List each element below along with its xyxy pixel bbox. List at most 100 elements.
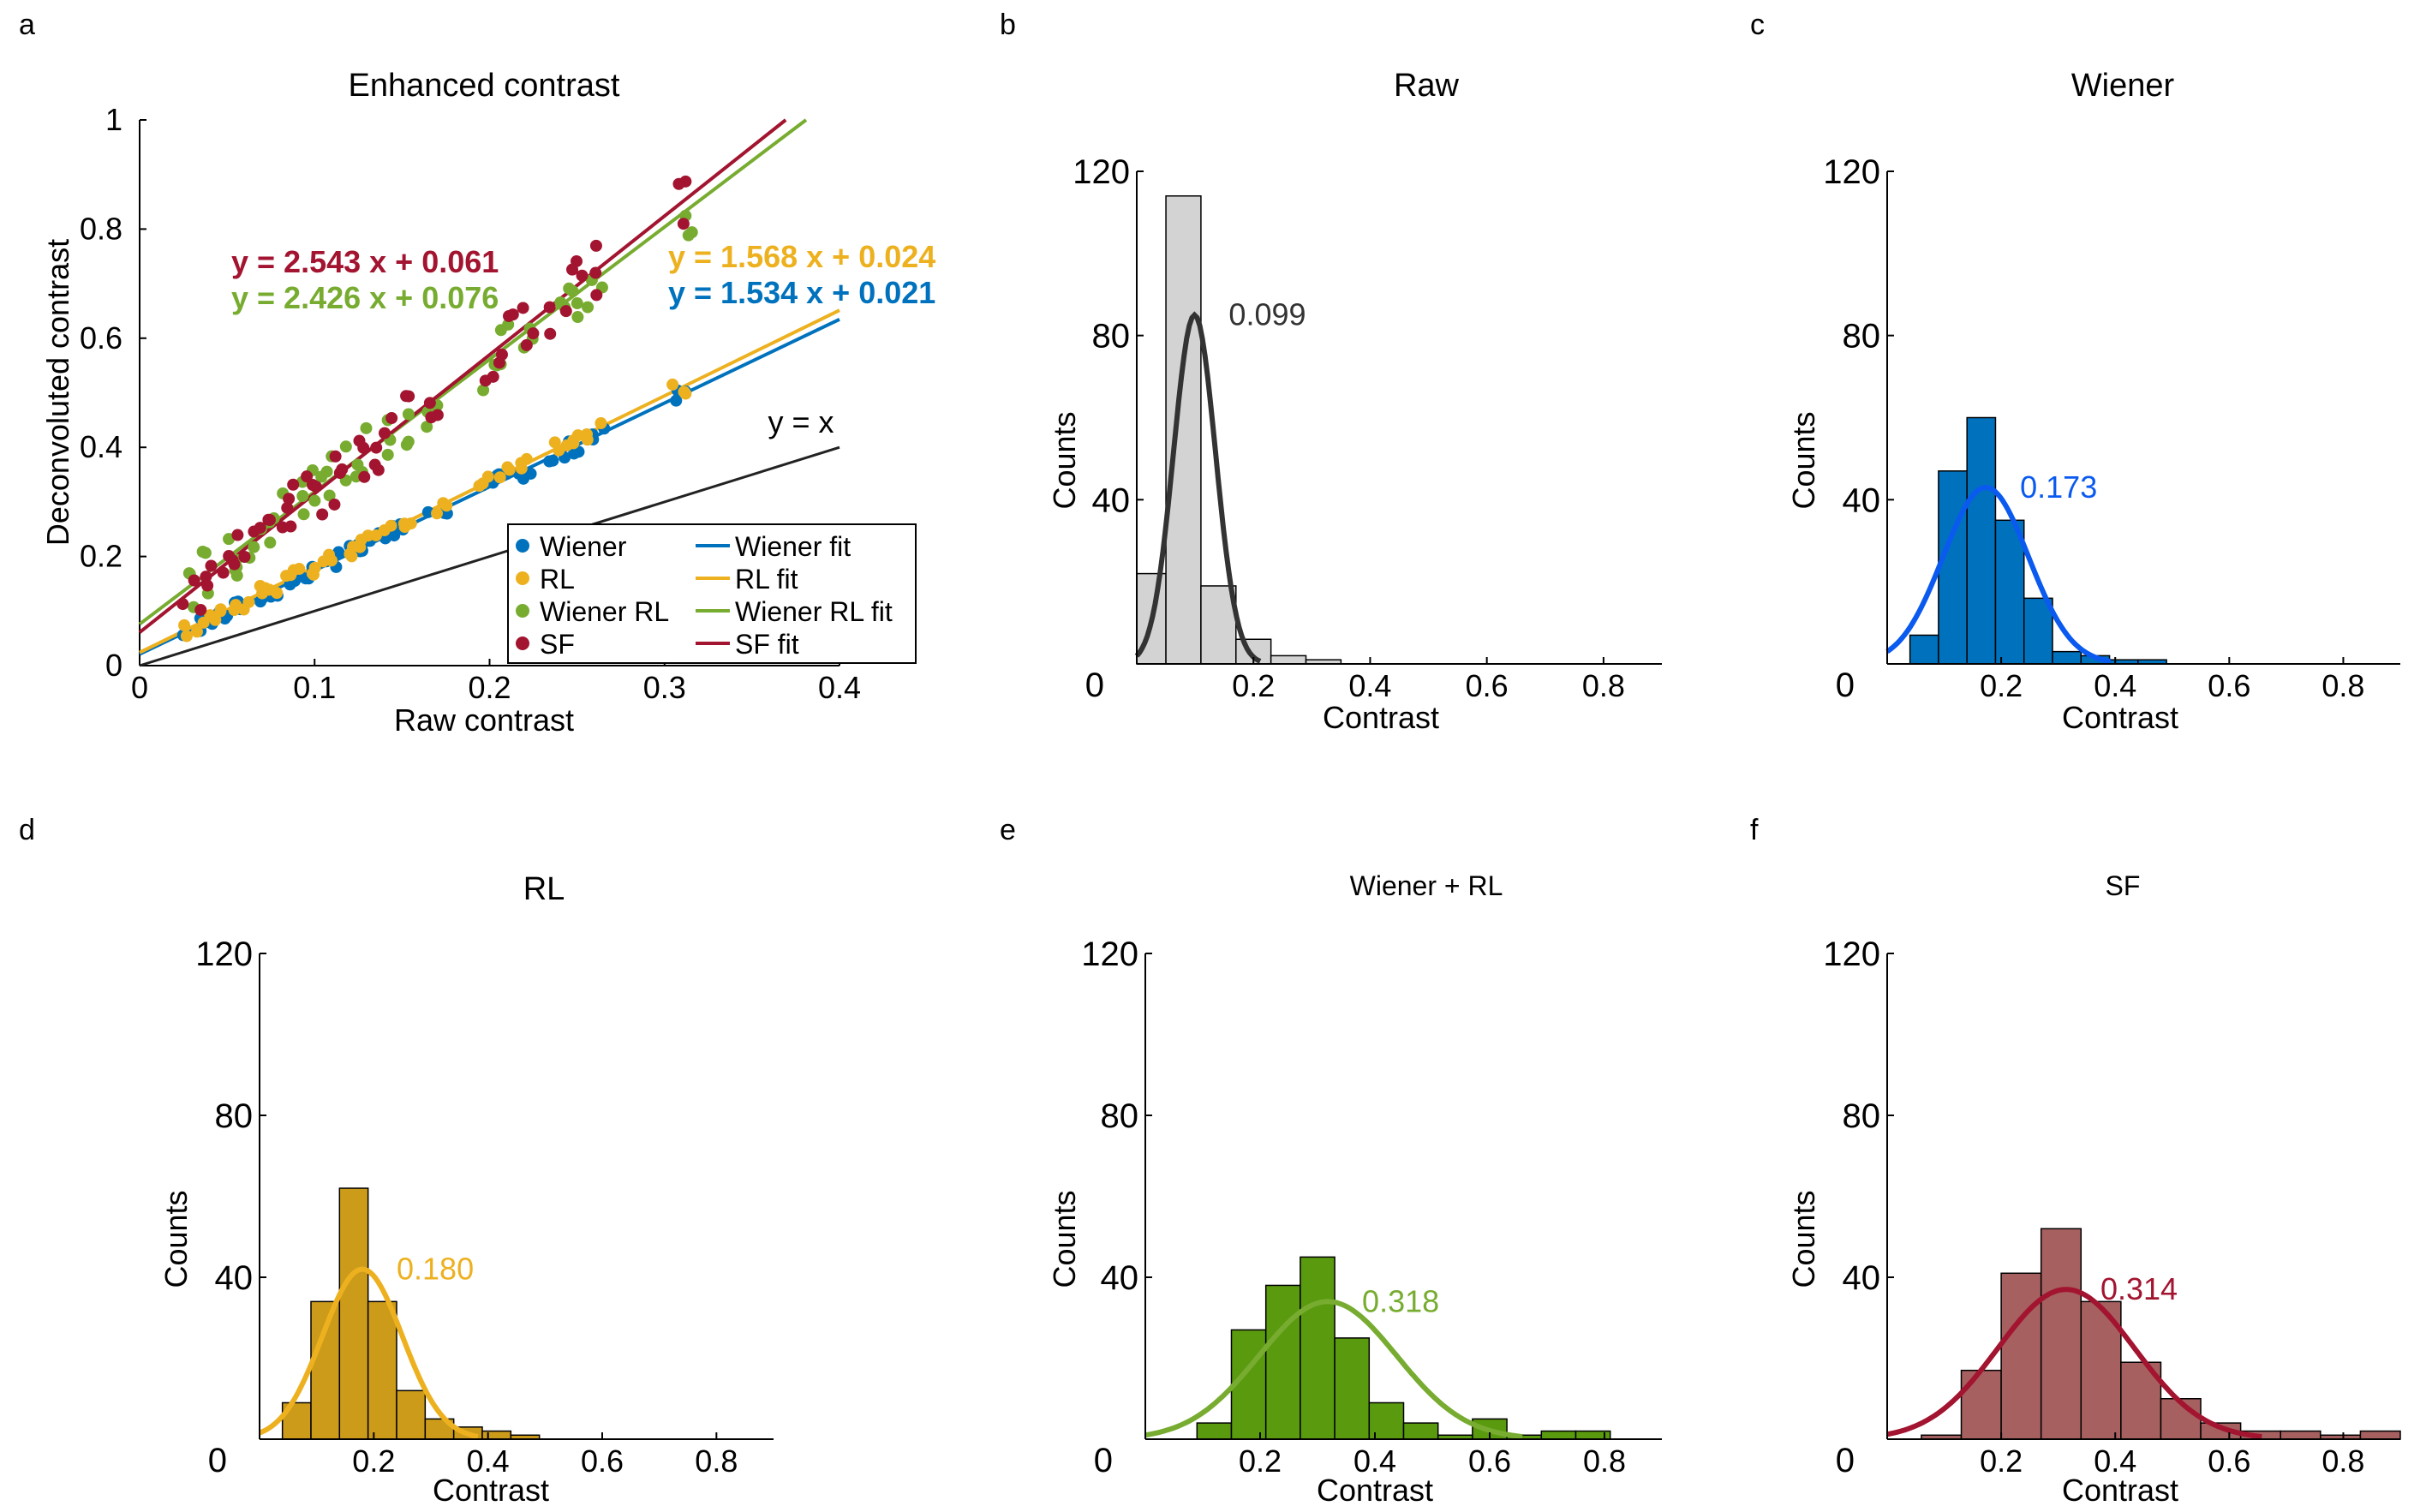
panel-a-eq-wiener: y = 1.534 x + 0.021 xyxy=(668,275,935,310)
panel-a-point-2 xyxy=(402,408,415,421)
panel-c-ylabel: Counts xyxy=(1786,411,1821,509)
panel-a-point-2 xyxy=(582,301,595,314)
panel-a-point-3 xyxy=(188,574,200,587)
panel-b-bar xyxy=(1165,195,1202,665)
panel-e-ylabel: Counts xyxy=(1047,1190,1082,1288)
panel-a-point-2 xyxy=(360,421,373,434)
panel-a-point-3 xyxy=(306,478,319,491)
panel-f-bar xyxy=(2120,1361,2162,1440)
panel-a-xtick-label: 0.1 xyxy=(293,670,336,705)
panel-a-point-1 xyxy=(317,555,330,568)
panel-f-bar xyxy=(2040,1228,2082,1440)
panel-a-legend-marker xyxy=(516,571,529,585)
panel-b-title: Raw xyxy=(1394,68,1460,104)
panel-d-bar xyxy=(338,1187,369,1440)
panel-a-point-3 xyxy=(316,508,329,521)
panel-c-xtick-label: 0.6 xyxy=(2208,668,2250,703)
panel-d-letter: d xyxy=(19,814,35,846)
panel-c-xlabel: Contrast xyxy=(2062,700,2178,735)
panel-a-point-3 xyxy=(287,478,300,491)
panel-a-legend-marker xyxy=(516,636,529,650)
panel-a-point-3 xyxy=(358,470,371,483)
panel-b-ytick-label: 80 xyxy=(1092,318,1131,356)
panel-a-ytick-label: 0.6 xyxy=(80,320,122,356)
panel-c-mean-label: 0.173 xyxy=(2020,469,2097,505)
panel-e-ytick-label: 40 xyxy=(1101,1259,1139,1297)
panel-a-point-1 xyxy=(678,385,690,398)
panel-a-point-2 xyxy=(477,384,490,397)
panel-a-point-1 xyxy=(190,625,203,638)
panel-a-ytick-label: 1 xyxy=(105,102,122,137)
panel-a-point-3 xyxy=(200,571,212,583)
panel-f-mean-label: 0.314 xyxy=(2100,1271,2178,1306)
panel-a-legend-fit-label: Wiener fit xyxy=(735,531,851,562)
panel-b-xlabel: Contrast xyxy=(1323,700,1439,735)
panel-c-bar xyxy=(1909,634,1939,665)
panel-a-point-2 xyxy=(400,439,413,451)
panel-f-bar xyxy=(2000,1272,2042,1440)
panel-a-ytick-label: 0.2 xyxy=(80,539,122,574)
panel-a-point-2 xyxy=(339,440,352,453)
panel-f-xlabel: Contrast xyxy=(2062,1473,2178,1508)
panel-a-point-3 xyxy=(301,470,314,483)
panel-f-bar xyxy=(2359,1430,2401,1440)
panel-a-letter: a xyxy=(19,9,35,41)
panel-a-point-0 xyxy=(421,505,434,518)
panel-a-legend-marker xyxy=(516,539,529,553)
panel-d-xtick-label: 0.2 xyxy=(352,1443,395,1479)
panel-d-mean-label: 0.180 xyxy=(397,1252,474,1287)
panel-a-legend-label: Wiener RL xyxy=(540,596,669,627)
panel-a-point-2 xyxy=(297,508,310,521)
panel-c-ytick-label: 120 xyxy=(1823,153,1880,191)
panel-c-xtick-label: 0.8 xyxy=(2321,668,2364,703)
panel-a-point-1 xyxy=(431,507,444,520)
panel-d xyxy=(258,953,774,1440)
panel-a-point-1 xyxy=(385,519,397,532)
panel-d-bar xyxy=(481,1430,512,1440)
panel-a-point-3 xyxy=(263,513,276,526)
panel-a-point-3 xyxy=(576,269,589,282)
panel-a-point-3 xyxy=(487,370,499,383)
panel-a-point-2 xyxy=(421,421,433,433)
panel-a-point-3 xyxy=(378,427,391,439)
panel-e-xtick-label: 0.2 xyxy=(1239,1443,1282,1479)
panel-a-point-1 xyxy=(197,616,210,629)
panel-c-bar xyxy=(1966,416,1997,665)
panel-a-point-3 xyxy=(357,441,370,454)
panel-a-point-3 xyxy=(527,327,540,340)
panel-a-point-3 xyxy=(495,348,508,361)
panel-a-point-1 xyxy=(595,417,607,430)
panel-a-legend-fit-label: SF fit xyxy=(735,629,799,660)
panel-b-xtick-label: 0.8 xyxy=(1582,668,1625,703)
panel-a-point-1 xyxy=(254,580,266,593)
panel-a-point-1 xyxy=(214,603,227,616)
panel-a-point-3 xyxy=(543,301,556,314)
panel-a-point-3 xyxy=(281,501,294,514)
panel-e-bar xyxy=(1300,1256,1335,1440)
panel-f-title: SF xyxy=(2106,870,2141,901)
panel-b xyxy=(1134,170,1662,665)
panel-b-ytick-label: 0 xyxy=(1085,666,1104,704)
panel-b-fit-curve xyxy=(1134,311,1262,664)
panel-f-xtick-label: 0.2 xyxy=(1980,1443,2023,1479)
panel-d-ytick-label: 0 xyxy=(208,1442,227,1479)
panel-a-point-3 xyxy=(372,463,385,476)
panel-a-point-3 xyxy=(217,566,230,579)
panel-a-ytick-label: 0 xyxy=(105,648,122,683)
panel-e-fit-curve xyxy=(1144,1299,1523,1439)
panel-a-point-3 xyxy=(205,559,218,572)
panel-c-bar xyxy=(2052,650,2082,665)
panel-d-bar xyxy=(396,1389,427,1440)
panel-a-point-3 xyxy=(403,390,415,403)
panel-a-legend-label: RL xyxy=(540,564,575,595)
panel-a-point-3 xyxy=(329,450,342,463)
panel-a-point-2 xyxy=(381,448,394,461)
panel-a-point-3 xyxy=(672,177,685,190)
panel-f-fit-curve xyxy=(1886,1287,2262,1440)
panel-d-title: RL xyxy=(523,871,565,907)
panel-a-point-1 xyxy=(369,529,382,541)
panel-c-bar xyxy=(2023,597,2053,665)
panel-e-title: Wiener + RL xyxy=(1350,870,1503,901)
panel-a-point-3 xyxy=(431,409,444,421)
panel-b-letter: b xyxy=(1000,9,1016,41)
